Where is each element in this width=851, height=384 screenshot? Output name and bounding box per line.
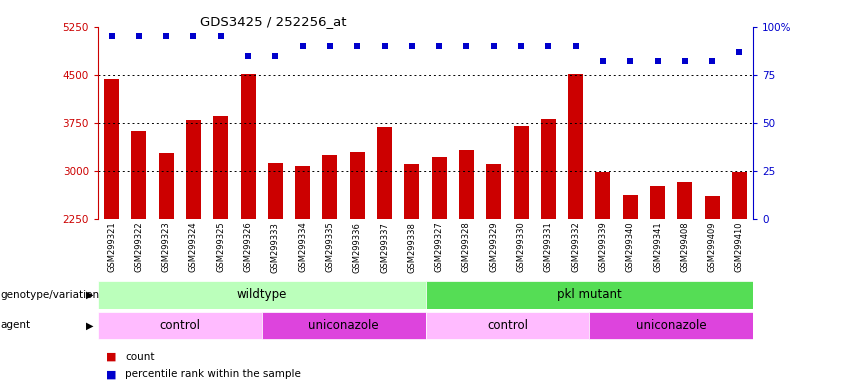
Point: [460, 43, 473, 49]
Point: [541, 43, 555, 49]
Text: agent: agent: [1, 320, 31, 331]
Point: [568, 43, 582, 49]
Text: ▶: ▶: [86, 320, 94, 331]
Bar: [131, 131, 146, 219]
Point: [514, 43, 528, 49]
Bar: [568, 74, 583, 219]
Bar: [377, 127, 392, 219]
Point: [269, 53, 283, 59]
Bar: [241, 74, 255, 219]
Point: [159, 33, 173, 40]
Bar: [459, 151, 474, 219]
Bar: [350, 152, 365, 219]
Bar: [404, 164, 420, 219]
Point: [624, 58, 637, 65]
Text: control: control: [159, 319, 200, 332]
Bar: [295, 166, 310, 219]
Bar: [677, 182, 693, 219]
Bar: [541, 119, 556, 219]
Bar: [650, 185, 665, 219]
Bar: [513, 126, 528, 219]
Point: [241, 53, 254, 59]
Text: pkl mutant: pkl mutant: [557, 288, 622, 301]
Text: count: count: [125, 352, 155, 362]
Bar: [104, 79, 119, 219]
Point: [378, 43, 391, 49]
Point: [105, 33, 118, 40]
Point: [651, 58, 665, 65]
Text: percentile rank within the sample: percentile rank within the sample: [125, 369, 301, 379]
Text: uniconazole: uniconazole: [636, 319, 706, 332]
Text: ■: ■: [106, 352, 117, 362]
Bar: [623, 195, 637, 219]
Bar: [98, 312, 262, 339]
Point: [296, 43, 310, 49]
Bar: [98, 281, 426, 309]
Text: GDS3425 / 252256_at: GDS3425 / 252256_at: [200, 15, 346, 28]
Bar: [705, 197, 720, 219]
Point: [678, 58, 692, 65]
Text: genotype/variation: genotype/variation: [1, 290, 100, 300]
Text: wildtype: wildtype: [237, 288, 287, 301]
Bar: [268, 163, 283, 219]
Bar: [431, 157, 447, 219]
Point: [705, 58, 719, 65]
Bar: [426, 281, 753, 309]
Point: [323, 43, 337, 49]
Text: uniconazole: uniconazole: [308, 319, 379, 332]
Text: ■: ■: [106, 369, 117, 379]
Bar: [158, 153, 174, 219]
Bar: [732, 172, 747, 219]
Bar: [323, 155, 338, 219]
Text: ▶: ▶: [86, 290, 94, 300]
Point: [405, 43, 419, 49]
Point: [351, 43, 364, 49]
Point: [214, 33, 227, 40]
Bar: [589, 312, 753, 339]
Bar: [262, 312, 426, 339]
Bar: [186, 120, 201, 219]
Text: control: control: [487, 319, 528, 332]
Point: [186, 33, 200, 40]
Point: [432, 43, 446, 49]
Bar: [486, 164, 501, 219]
Point: [487, 43, 500, 49]
Bar: [214, 116, 228, 219]
Point: [132, 33, 146, 40]
Point: [597, 58, 610, 65]
Bar: [426, 312, 589, 339]
Point: [733, 49, 746, 55]
Bar: [596, 172, 610, 219]
